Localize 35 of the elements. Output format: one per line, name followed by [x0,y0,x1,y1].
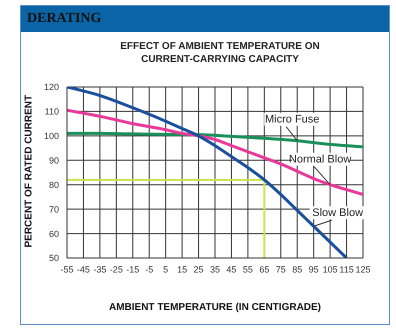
x-tick-label: 15 [177,264,188,274]
y-axis-title: PERCENT OF RATED CURRENT [24,94,35,248]
x-tick-label: 55 [242,264,253,274]
x-tick-label: -5 [145,264,154,274]
x-tick-label: 125 [355,264,371,274]
y-tick-label: 50 [48,253,59,264]
y-tick-label: 120 [44,82,59,92]
x-tick-label: 65 [259,264,270,274]
x-tick-label: -15 [126,264,140,274]
x-tick-label: 85 [292,264,302,274]
line-series [67,132,363,148]
series-label: Slow Blow [312,207,364,220]
x-tick-label: 5 [163,264,168,274]
x-tick-label: -35 [93,264,106,274]
x-tick-label: 105 [322,264,338,274]
chart-subtitle: EFFECT OF AMBIENT TEMPERATURE ON CURRENT-CARRYING CAPACITY [120,40,320,66]
y-tick-label: 60 [48,228,59,239]
x-tick-label: -45 [76,264,90,274]
x-tick-label: 115 [339,264,354,274]
x-tick-label: -55 [60,264,74,274]
chart-title: DERATING [21,6,389,32]
y-tick-label: 110 [44,106,59,117]
x-tick-label: 35 [210,264,220,274]
y-tick-label: 70 [48,204,59,214]
y-tick-label: 100 [44,131,59,142]
x-tick-label: 45 [226,264,236,274]
y-tick-label: 80 [48,180,59,190]
x-tick-label: 95 [308,264,319,274]
x-tick-label: 75 [276,264,286,274]
series-label: Normal Blow [288,154,352,166]
x-tick-label: -25 [110,264,123,274]
y-tick-label: 90 [48,155,59,166]
series-label: Micro Fuse [265,114,320,126]
x-axis-title: AMBIENT TEMPERATURE (IN CENTIGRADE) [108,302,322,313]
x-tick-label: 25 [194,264,204,274]
